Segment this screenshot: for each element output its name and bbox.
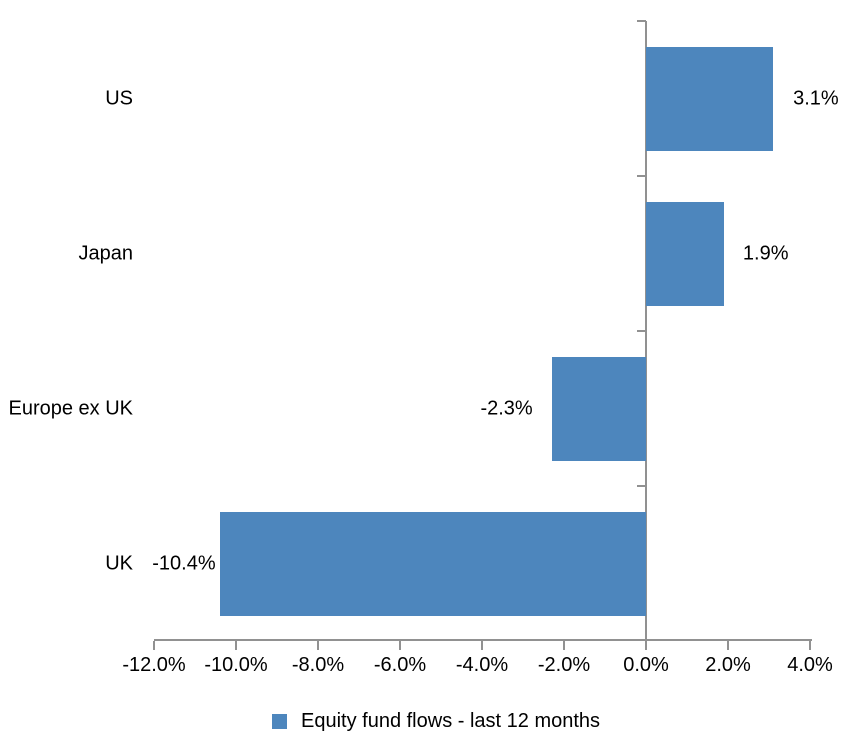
x-tick-label: -2.0% — [537, 654, 591, 676]
bar-japan — [646, 201, 724, 306]
bar-uk — [219, 511, 646, 616]
bar-europe-ex-uk — [551, 356, 646, 461]
x-tick — [563, 641, 565, 650]
category-label-europe-ex-uk: Europe ex UK — [8, 397, 133, 419]
value-label-japan: 1.9% — [742, 242, 789, 264]
x-tick — [645, 641, 647, 650]
legend-swatch-icon — [272, 714, 287, 729]
x-tick — [235, 641, 237, 650]
legend-series-label: Equity fund flows - last 12 months — [301, 710, 601, 732]
value-label-uk: -10.4% — [152, 552, 216, 574]
value-label-us: 3.1% — [793, 87, 839, 109]
x-tick — [727, 641, 729, 650]
category-label-uk: UK — [105, 552, 133, 574]
x-tick-label: -4.0% — [455, 654, 509, 676]
x-tick-label: -10.0% — [204, 654, 268, 676]
x-axis-line — [154, 639, 812, 641]
y-tick — [637, 175, 646, 177]
y-tick — [637, 485, 646, 487]
y-tick — [637, 330, 646, 332]
x-tick-label: -6.0% — [373, 654, 427, 676]
x-tick — [809, 641, 811, 650]
value-label-europe-ex-uk: -2.3% — [480, 397, 533, 419]
x-tick-label: 2.0% — [705, 654, 751, 676]
category-label-japan: Japan — [78, 242, 134, 264]
bar-us — [646, 46, 774, 151]
x-tick — [481, 641, 483, 650]
x-tick — [317, 641, 319, 650]
x-tick-label: -12.0% — [122, 654, 186, 676]
zero-axis-line — [645, 21, 647, 650]
category-label-us: US — [105, 87, 133, 109]
chart-legend: Equity fund flows - last 12 months — [272, 710, 600, 733]
x-tick-label: 4.0% — [787, 654, 833, 676]
x-tick-label: 0.0% — [623, 654, 669, 676]
x-tick-label: -8.0% — [291, 654, 345, 676]
x-tick — [153, 641, 155, 650]
y-tick — [637, 20, 646, 22]
x-tick — [399, 641, 401, 650]
